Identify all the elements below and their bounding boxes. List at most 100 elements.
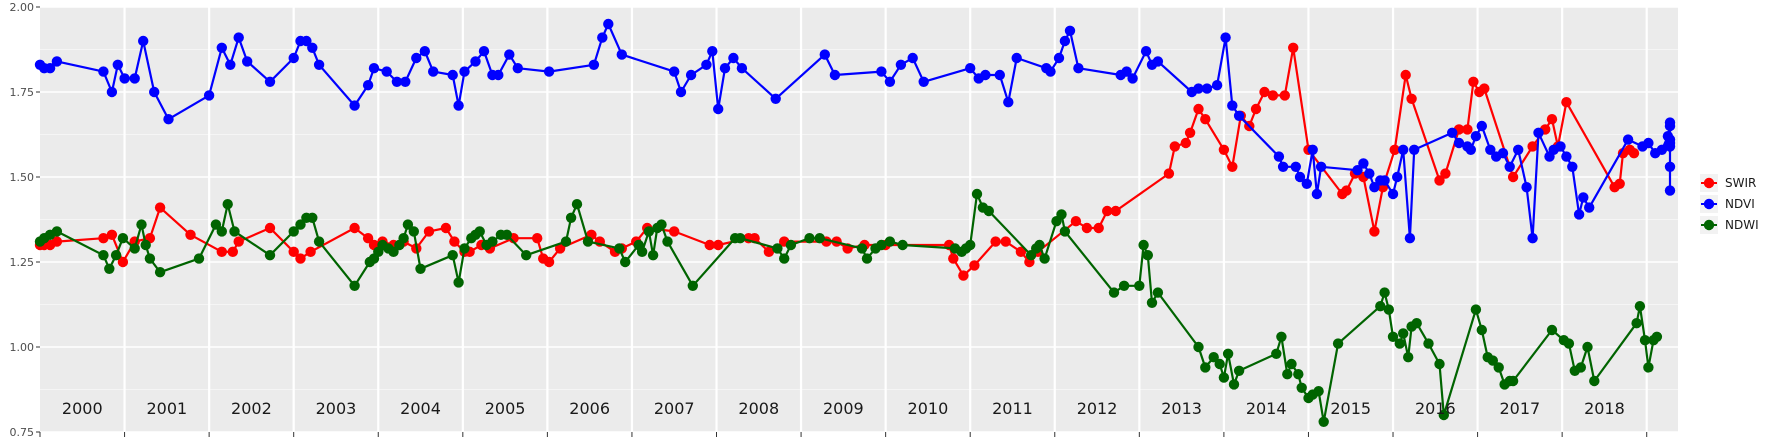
data-point-ndwi <box>1411 318 1422 329</box>
data-point-swir <box>1406 93 1417 105</box>
data-point-ndvi <box>1227 100 1238 111</box>
data-point-ndwi <box>453 277 464 288</box>
data-point-ndvi <box>1398 144 1409 155</box>
year-label: 2018 <box>1584 399 1625 418</box>
data-point-ndwi <box>1276 331 1287 342</box>
data-point-ndwi <box>487 236 498 247</box>
data-point-ndwi <box>1493 362 1504 373</box>
data-point-ndwi <box>1387 331 1399 342</box>
data-point-ndvi <box>1447 127 1458 138</box>
data-point-ndwi <box>1394 338 1406 349</box>
y-tick-label: 1.75 <box>10 86 35 99</box>
year-label: 2001 <box>146 399 187 418</box>
data-point-swir <box>1561 97 1572 108</box>
data-point-ndvi <box>1193 83 1204 94</box>
data-point-ndvi <box>1527 233 1538 244</box>
data-point-ndvi <box>428 66 439 77</box>
data-point-swir <box>423 226 435 237</box>
data-point-swir <box>440 222 452 234</box>
data-point-ndwi <box>98 250 109 261</box>
data-point-swir <box>713 239 724 251</box>
series-ndwi <box>34 188 1663 427</box>
data-point-ndvi <box>1045 66 1056 77</box>
data-point-ndvi <box>1233 110 1245 122</box>
data-point-ndwi <box>1313 386 1324 397</box>
data-point-swir <box>117 256 129 268</box>
data-point-ndvi <box>447 69 458 81</box>
data-point-ndwi <box>1222 348 1234 359</box>
data-point-ndvi <box>129 73 140 84</box>
data-point-ndwi <box>1134 280 1145 291</box>
data-point-swir <box>1440 168 1451 179</box>
data-point-ndwi <box>1208 352 1219 363</box>
y-tick-label: 1.25 <box>10 256 35 269</box>
data-point-ndwi <box>210 219 222 230</box>
data-point-ndvi <box>459 66 470 77</box>
data-point-ndvi <box>1387 188 1399 200</box>
data-point-ndwi <box>398 233 409 244</box>
data-point-ndvi <box>242 56 253 67</box>
data-point-swir <box>1434 175 1445 186</box>
legend-label-swir: SWIR <box>1725 176 1756 190</box>
data-point-ndvi <box>1513 144 1524 155</box>
data-point-ndvi <box>1364 168 1375 179</box>
data-point-ndwi <box>1563 338 1575 349</box>
data-point-swir <box>295 253 306 264</box>
data-point-ndvi <box>1127 73 1138 84</box>
data-point-swir <box>1546 114 1558 125</box>
series-layer <box>34 18 1676 427</box>
data-point-ndvi <box>301 35 312 47</box>
data-point-ndvi <box>616 49 627 60</box>
data-point-ndwi <box>884 236 896 247</box>
data-point-ndwi <box>110 250 122 261</box>
data-point-ndvi <box>1003 97 1014 108</box>
data-point-ndvi <box>216 42 227 53</box>
data-point-ndvi <box>1521 182 1532 193</box>
data-point-ndvi <box>736 62 748 74</box>
data-point-ndwi <box>193 253 205 264</box>
data-point-ndvi <box>770 93 781 105</box>
data-point-ndwi <box>1200 362 1211 373</box>
data-point-ndvi <box>1404 233 1416 244</box>
y-axis: 0.75 1.00 1.25 1.50 1.75 2.00 <box>10 1 40 439</box>
data-point-ndwi <box>216 226 227 237</box>
data-point-ndwi <box>1293 369 1304 380</box>
data-point-ndvi <box>44 62 56 74</box>
data-point-swir <box>1110 205 1121 217</box>
data-point-ndwi <box>136 219 147 230</box>
data-point-ndvi <box>307 42 318 53</box>
data-point-ndwi <box>307 212 318 223</box>
data-point-swir <box>1227 161 1238 172</box>
data-point-ndvi <box>1573 209 1585 220</box>
data-point-ndwi <box>1470 304 1482 315</box>
data-point-ndwi <box>1228 379 1240 390</box>
data-point-ndvi <box>1059 35 1071 47</box>
grid-major <box>40 6 1678 433</box>
data-point-ndwi <box>1332 338 1344 349</box>
data-point-ndwi <box>388 246 399 257</box>
data-point-swir <box>704 239 715 251</box>
data-point-ndvi <box>1643 137 1654 149</box>
data-point-ndwi <box>402 219 414 230</box>
data-point-ndvi <box>1392 171 1403 183</box>
data-point-swir <box>1279 90 1291 101</box>
data-point-ndwi <box>1476 324 1488 336</box>
data-point-swir <box>1081 222 1093 234</box>
data-point-swir <box>1389 144 1400 155</box>
data-point-ndwi <box>983 205 994 217</box>
data-point-swir <box>958 270 969 281</box>
year-label: 2012 <box>1077 399 1118 418</box>
data-point-swir <box>305 246 316 257</box>
legend-label-ndvi: NDVI <box>1725 197 1755 211</box>
data-point-swir <box>1341 185 1352 196</box>
data-point-ndvi <box>1497 148 1509 159</box>
data-point-ndvi <box>163 114 174 125</box>
data-point-swir <box>1400 69 1411 81</box>
data-point-ndvi <box>1307 144 1318 155</box>
data-point-ndwi <box>1379 287 1390 298</box>
data-point-ndwi <box>1398 328 1409 339</box>
data-point-swir <box>449 236 460 247</box>
data-point-ndwi <box>264 250 276 261</box>
data-point-ndwi <box>415 263 426 274</box>
data-point-ndwi <box>1589 375 1600 387</box>
